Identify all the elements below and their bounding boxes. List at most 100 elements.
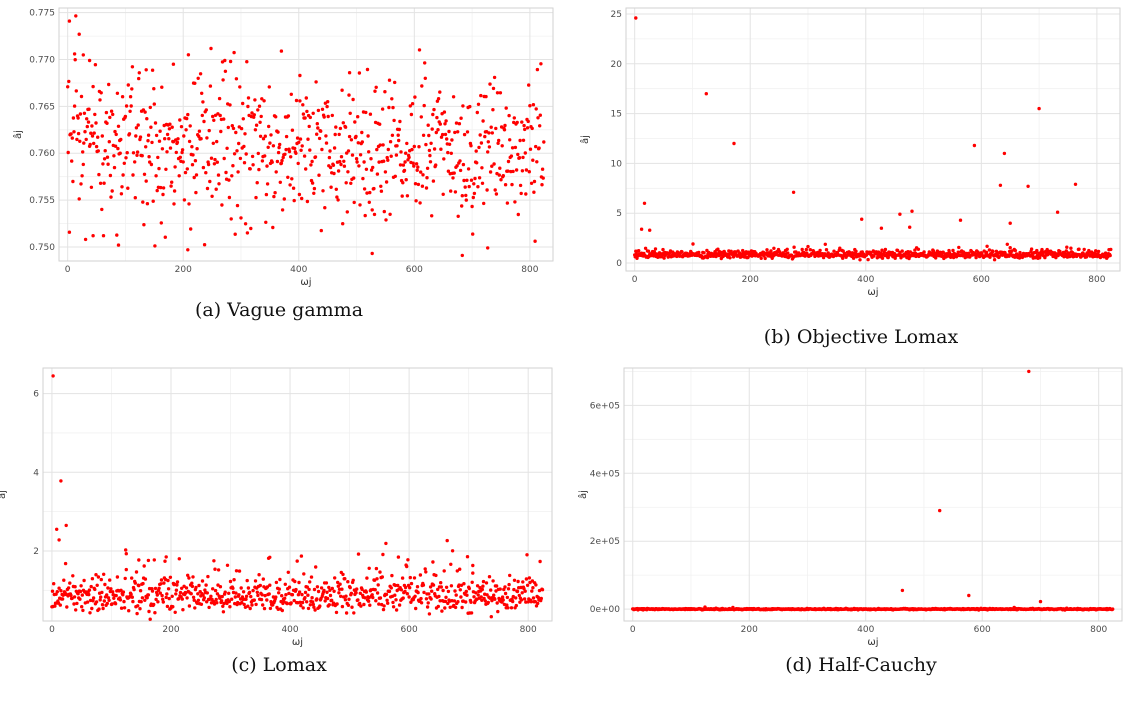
data-point [223, 58, 227, 63]
data-point [131, 599, 135, 604]
data-point [116, 124, 121, 128]
data-point [422, 103, 426, 108]
data-point [495, 91, 500, 95]
data-point [326, 100, 330, 104]
data-point [71, 179, 75, 184]
data-point [368, 112, 373, 116]
data-point [985, 244, 989, 248]
data-point [280, 208, 285, 212]
data-point [417, 145, 421, 149]
data-point [785, 247, 789, 251]
x-tick-label: 0 [632, 275, 638, 285]
data-point [533, 600, 537, 604]
data-point [322, 115, 326, 119]
data-point [346, 149, 351, 153]
data-point [216, 173, 221, 177]
data-point [223, 69, 228, 74]
data-point [895, 248, 900, 253]
data-point [792, 245, 796, 249]
data-point [297, 590, 302, 594]
data-point [851, 256, 856, 260]
data-point [225, 146, 229, 150]
data-point [154, 133, 159, 138]
data-point [519, 598, 524, 602]
data-point [340, 587, 344, 591]
data-point [492, 593, 496, 597]
data-point [390, 133, 395, 137]
data-point [243, 132, 247, 136]
data-point [702, 251, 706, 255]
data-point [279, 161, 284, 165]
data-point [385, 598, 389, 602]
data-point [462, 132, 467, 137]
data-point [190, 145, 194, 149]
data-point [823, 242, 827, 246]
data-point [146, 133, 151, 137]
data-point [290, 177, 294, 181]
data-point [416, 590, 420, 595]
data-point [498, 91, 503, 95]
data-point [293, 146, 297, 151]
data-point [227, 591, 231, 595]
data-point [513, 200, 517, 204]
data-point [374, 566, 379, 571]
data-point [350, 605, 354, 609]
data-point [728, 256, 732, 260]
data-point [378, 143, 382, 147]
data-point [361, 176, 365, 181]
data-point [199, 602, 204, 606]
data-point [69, 132, 73, 136]
data-point [235, 203, 240, 208]
data-point [211, 587, 215, 591]
data-point [459, 583, 464, 587]
data-point [215, 139, 219, 144]
data-point [1073, 182, 1078, 186]
data-point [529, 181, 534, 185]
data-point [158, 591, 162, 595]
data-point [266, 145, 270, 149]
data-point [272, 194, 276, 199]
data-point [253, 128, 258, 132]
data-point [310, 181, 315, 185]
data-point [152, 602, 156, 607]
data-point [261, 137, 266, 141]
data-point [298, 73, 302, 78]
data-point [342, 164, 347, 168]
data-point [412, 144, 416, 149]
data-point [407, 595, 411, 599]
data-point [1035, 248, 1039, 253]
data-point [1013, 248, 1018, 253]
data-point [515, 589, 520, 594]
data-point [531, 596, 536, 600]
data-point [247, 590, 252, 595]
data-point [163, 559, 167, 563]
data-point [190, 581, 194, 585]
data-point [233, 232, 237, 236]
data-point [804, 247, 808, 252]
data-point [297, 580, 301, 585]
data-point [98, 598, 102, 602]
data-point [192, 175, 196, 180]
data-point [319, 129, 323, 133]
data-point [123, 114, 128, 119]
y-axis-label: âj [12, 130, 24, 139]
data-point [218, 585, 223, 589]
data-point [231, 586, 235, 590]
data-point [306, 137, 310, 141]
data-point [156, 600, 160, 604]
data-point [458, 567, 462, 571]
data-point [344, 594, 348, 598]
data-point [478, 133, 482, 137]
data-point [697, 250, 701, 255]
data-point [477, 145, 481, 150]
data-point [308, 115, 312, 120]
data-point [191, 595, 196, 599]
data-point [73, 58, 77, 62]
data-point [1064, 249, 1069, 253]
data-point [159, 578, 164, 582]
data-point [58, 603, 62, 607]
data-point [212, 118, 216, 123]
panel-caption: (d) Half-Cauchy [785, 654, 937, 676]
data-point [255, 181, 259, 185]
data-point [186, 53, 191, 57]
